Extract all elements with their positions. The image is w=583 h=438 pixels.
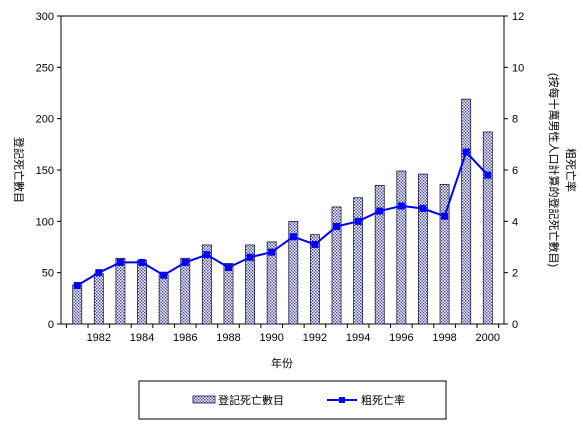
- x-tick-label: 1982: [87, 332, 111, 344]
- y-right-tick-label: 10: [512, 62, 524, 74]
- bar: [482, 131, 493, 325]
- bar: [158, 274, 169, 325]
- y-right-axis-title-line1: 粗死亡率: [564, 148, 578, 192]
- line-path: [76, 150, 489, 287]
- line-point: [462, 148, 470, 156]
- y-right-tick-label: 6: [512, 165, 518, 177]
- line-point: [203, 251, 211, 259]
- bar: [309, 234, 320, 325]
- y-right-axis-title-line2: (按每十萬男性人口計算的登記死亡數目): [547, 73, 561, 267]
- bar: [93, 273, 104, 325]
- line-point: [138, 258, 146, 266]
- line-point: [311, 240, 319, 248]
- bar: [223, 263, 234, 325]
- line-point: [441, 212, 449, 220]
- line-point: [268, 248, 276, 256]
- y-right-tick-label: 4: [512, 216, 518, 228]
- x-tick-label: 1984: [130, 332, 154, 344]
- bar: [353, 197, 364, 325]
- y-right-tick-label: 12: [512, 11, 524, 23]
- y-left-tick-label: 300: [36, 11, 54, 23]
- bar: [418, 173, 428, 325]
- line-point: [224, 264, 232, 272]
- bar: [137, 259, 147, 325]
- x-tick-label: 1996: [389, 332, 413, 344]
- y-right-tick-label: 2: [512, 268, 518, 280]
- bar: [266, 241, 277, 325]
- bar: [201, 244, 212, 325]
- bar: [180, 257, 191, 325]
- x-tick-label: 2000: [476, 332, 500, 344]
- bar: [396, 170, 407, 325]
- line-point: [246, 253, 254, 261]
- bar: [288, 220, 299, 325]
- y-left-axis: 0 50 100 150 200 250 300: [36, 11, 61, 331]
- y-left-tick-label: 0: [48, 319, 54, 331]
- y-right-tick-label: 8: [512, 114, 518, 126]
- bar: [115, 257, 126, 325]
- x-tick-label: 1998: [432, 332, 456, 344]
- legend-bar-swatch: [192, 395, 216, 404]
- legend-line-marker: [339, 397, 345, 403]
- line-point: [354, 217, 362, 225]
- bar: [439, 183, 450, 325]
- legend: 登記死亡數目 粗死亡率: [138, 380, 447, 420]
- bar: [374, 184, 385, 325]
- legend-line-label: 粗死亡率: [361, 393, 405, 407]
- bar: [245, 244, 256, 325]
- line-point: [73, 282, 81, 289]
- x-tick-label: 1990: [259, 332, 283, 344]
- legend-bar-label: 登記死亡數目: [218, 393, 284, 407]
- bar-series: [72, 98, 493, 325]
- line-point: [181, 258, 189, 266]
- bar: [72, 284, 83, 325]
- line-point: [376, 207, 384, 215]
- y-right-axis: 0 2 4 6 8 10 12: [504, 11, 524, 331]
- line-point: [116, 258, 124, 266]
- plot-area: [60, 15, 505, 325]
- line-series: [73, 148, 492, 289]
- x-axis-title: 年份: [271, 356, 293, 370]
- y-left-tick-label: 250: [36, 62, 54, 74]
- x-tick-label: 1986: [173, 332, 197, 344]
- legend-box: [138, 380, 447, 420]
- x-tick-label: 1992: [303, 332, 327, 344]
- line-point: [484, 171, 492, 179]
- y-right-tick-label: 0: [512, 319, 518, 331]
- line-point: [419, 205, 427, 212]
- line-point: [289, 233, 297, 241]
- x-tick-label: 1994: [346, 332, 370, 344]
- y-left-tick-label: 50: [42, 268, 54, 280]
- bar: [461, 98, 472, 325]
- y-left-tick-label: 150: [36, 165, 54, 177]
- line-point: [333, 222, 341, 230]
- y-left-tick-label: 100: [36, 216, 54, 228]
- x-axis: 1982 1984 1986 1988 1990 1992 1994 1996 1998 2000: [65, 324, 500, 344]
- y-left-axis-title: 登記死亡數目: [12, 137, 26, 203]
- line-point: [160, 271, 168, 279]
- y-left-tick-label: 200: [36, 114, 54, 126]
- line-point: [95, 269, 103, 277]
- x-tick-label: 1988: [216, 332, 240, 344]
- line-point: [397, 202, 405, 210]
- bar: [331, 206, 342, 325]
